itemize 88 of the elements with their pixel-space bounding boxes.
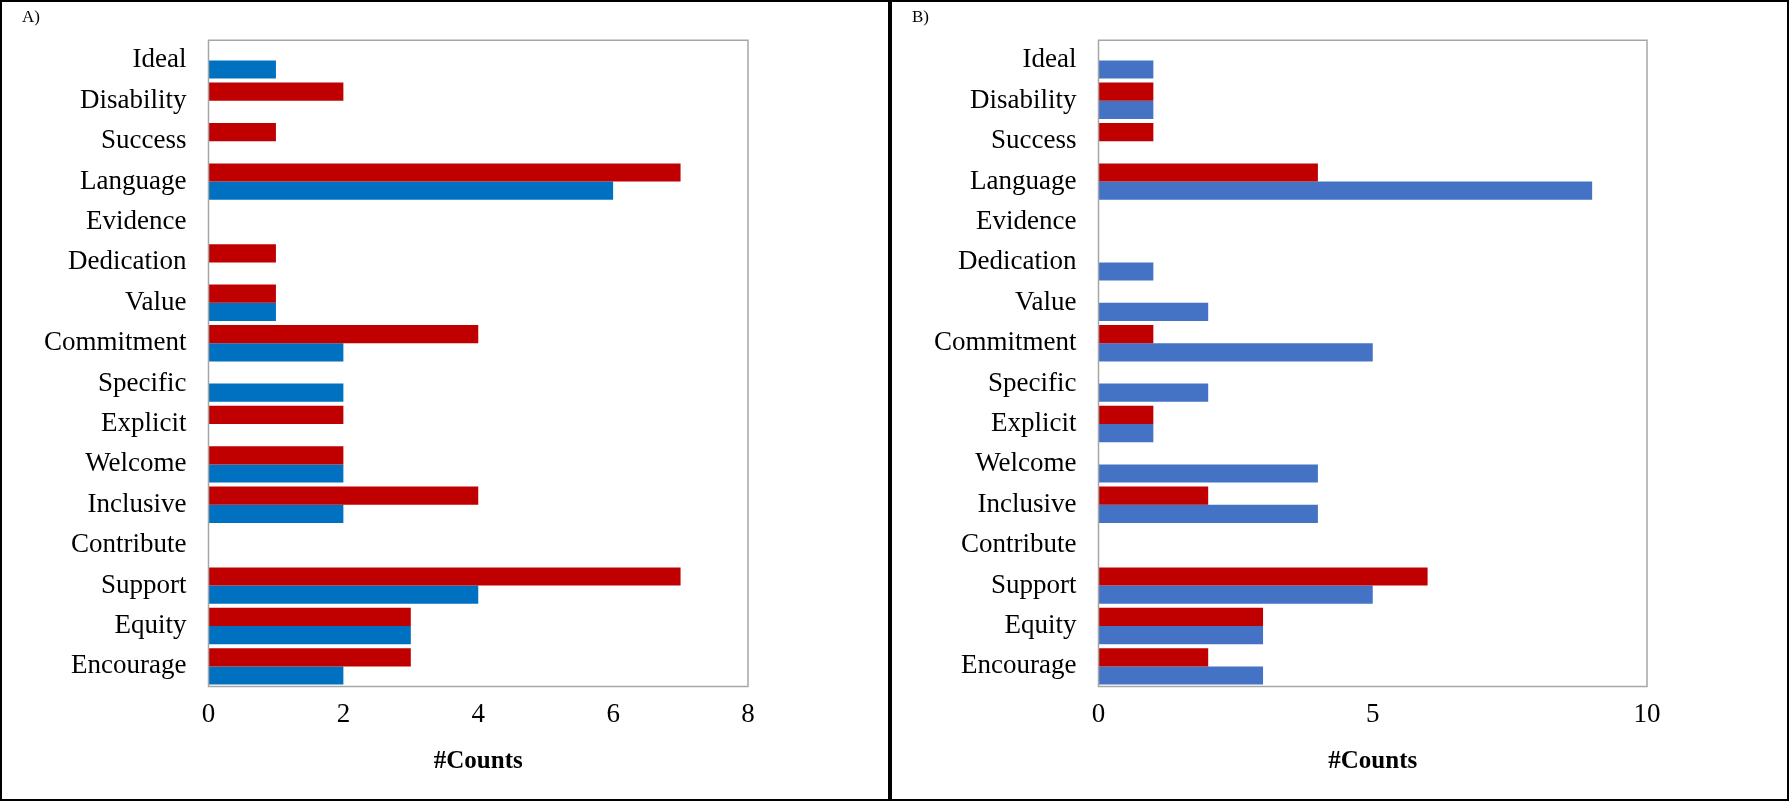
bar [1098,383,1209,402]
bar [208,405,344,424]
y-tick-label: Dedication [958,245,1077,276]
bar [1098,486,1209,505]
bar [208,163,681,182]
bar [1098,424,1154,443]
bar [208,181,614,200]
bar [1098,405,1154,424]
y-tick-label: Value [125,285,187,316]
y-tick-label: Commitment [43,326,187,357]
bar [1098,100,1154,119]
x-tick-label: 10 [1633,697,1661,728]
bar [1098,82,1154,101]
bar [208,383,344,402]
bar [1098,343,1373,362]
x-axis-title: #Counts [433,746,523,774]
bar [1098,585,1373,604]
x-tick-label: 4 [471,697,486,728]
y-tick-label: Specific [98,366,187,397]
bar [208,284,276,303]
y-tick-label: Specific [988,366,1077,397]
bar [208,607,411,626]
bar [208,446,344,465]
y-tick-label: Ideal [132,43,187,74]
y-tick-label: Evidence [86,205,187,236]
bar [1098,325,1154,344]
x-tick-label: 8 [741,697,755,728]
y-tick-label: Success [991,124,1077,155]
bar [1098,123,1154,142]
x-tick-label: 5 [1366,697,1380,728]
y-tick-label: Contribute [71,528,187,559]
y-tick-label: Support [100,568,187,599]
y-tick-label: Contribute [961,528,1077,559]
bar [208,648,411,667]
bar [208,567,681,586]
y-tick-label: Evidence [976,205,1077,236]
y-tick-label: Welcome [975,447,1077,478]
bar [1098,163,1318,182]
bar [208,343,344,362]
bar [208,123,276,142]
x-tick-label: 0 [1091,697,1106,728]
bar [1098,464,1318,483]
y-tick-label: Success [101,124,187,155]
y-tick-label: Dedication [68,245,187,276]
bar [1098,666,1264,685]
y-tick-label: Inclusive [87,487,187,518]
bar [208,82,344,101]
y-tick-label: Welcome [85,447,187,478]
x-tick-label: 6 [606,697,620,728]
bar [1098,302,1209,321]
x-tick-label: 0 [201,697,216,728]
x-tick-label: 2 [336,697,351,728]
bar [1098,648,1209,667]
bar [208,325,479,344]
bar [1098,60,1154,79]
y-tick-label: Value [1015,285,1077,316]
bar [208,585,479,604]
y-tick-label: Disability [80,83,187,114]
bar [1098,607,1264,626]
y-tick-label: Support [990,568,1077,599]
y-tick-label: Language [970,164,1077,195]
y-tick-label: Equity [1004,609,1077,640]
bar [1098,181,1593,200]
bar [208,486,479,505]
text: B) [912,7,929,27]
bar [208,60,276,79]
y-tick-label: Encourage [961,649,1077,680]
bar [208,626,411,645]
bar [208,666,344,685]
bar [1098,262,1154,281]
bar [208,244,276,263]
y-tick-label: Explicit [101,407,187,438]
y-tick-label: Commitment [933,326,1077,357]
y-tick-label: Ideal [1022,43,1077,74]
y-tick-label: Explicit [991,407,1077,438]
y-tick-label: Equity [114,609,187,640]
x-axis-title: #Counts [1328,746,1418,774]
bar [1098,626,1264,645]
bar [1098,504,1318,523]
text: A) [22,7,40,27]
bar [1098,567,1428,586]
y-tick-label: Inclusive [977,487,1077,518]
y-tick-label: Disability [970,83,1077,114]
bar [208,504,344,523]
bar [208,464,344,483]
y-tick-label: Language [80,164,187,195]
y-tick-label: Encourage [71,649,187,680]
bar [208,302,276,321]
